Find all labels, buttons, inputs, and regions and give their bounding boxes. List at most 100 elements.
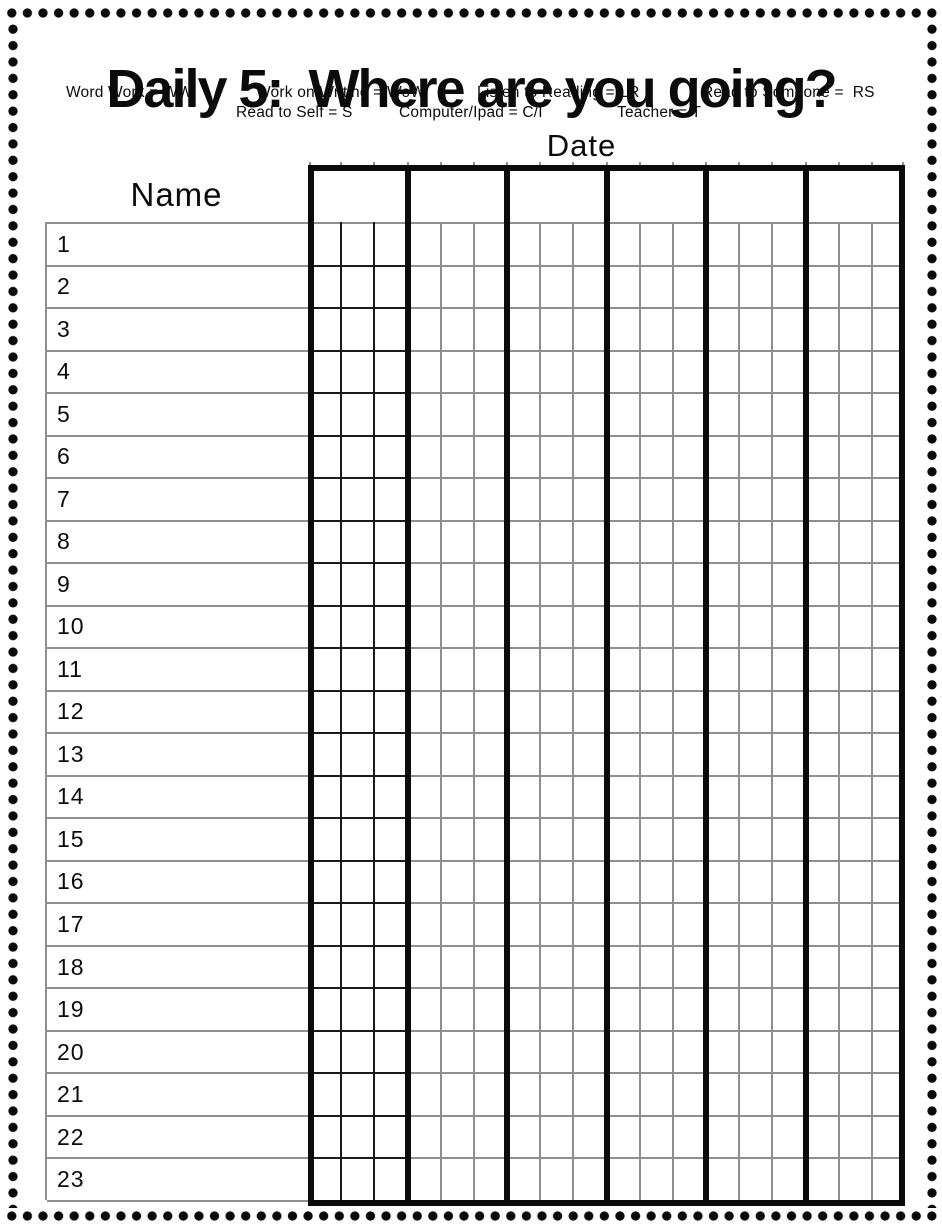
row-line-dark bbox=[308, 1072, 408, 1075]
border-tick bbox=[373, 162, 376, 165]
row-number: 7 bbox=[57, 485, 71, 512]
name-row: 13 bbox=[47, 734, 308, 777]
row-number: 22 bbox=[57, 1123, 85, 1150]
subcolumn-line bbox=[340, 222, 343, 1200]
row-number: 20 bbox=[57, 1038, 85, 1065]
row-line-dark bbox=[308, 604, 408, 607]
name-column: 1 2 3 4 5 6 7 8 9 10 11 12 13 14 15 16 17 18 19 20 21 22 23 bbox=[45, 222, 308, 1202]
row-number: 3 bbox=[57, 315, 71, 342]
row-number: 12 bbox=[57, 698, 85, 725]
row-line-dark bbox=[308, 647, 408, 650]
date-column-border bbox=[899, 165, 905, 1206]
subcolumn-line bbox=[638, 222, 641, 1200]
border-tick bbox=[837, 162, 840, 165]
name-row: 18 bbox=[47, 947, 308, 990]
legend-teacher: Teacher = T bbox=[617, 104, 702, 121]
date-column-border bbox=[404, 165, 411, 1206]
subcolumn-line bbox=[771, 222, 774, 1200]
row-number: 21 bbox=[57, 1081, 85, 1108]
row-number: 15 bbox=[57, 825, 85, 852]
date-header-label: Date bbox=[546, 128, 617, 163]
name-row: 4 bbox=[47, 352, 308, 395]
name-row: 7 bbox=[47, 479, 308, 522]
border-tick bbox=[738, 162, 741, 165]
legend-computer-ipad: Computer/Ipad = C/I bbox=[399, 104, 543, 121]
row-number: 23 bbox=[57, 1166, 85, 1193]
border-tick bbox=[605, 162, 608, 165]
date-column-border bbox=[504, 165, 510, 1206]
border-tick bbox=[472, 162, 475, 165]
row-line-dark bbox=[308, 987, 408, 990]
row-line-dark bbox=[308, 1114, 408, 1117]
row-line-dark bbox=[308, 434, 408, 437]
date-column-border bbox=[603, 165, 610, 1206]
legend-listen-to-reading: Listen to Reading = LR bbox=[477, 84, 640, 101]
name-row: 19 bbox=[47, 989, 308, 1032]
row-line-dark bbox=[308, 477, 408, 480]
row-number: 13 bbox=[57, 740, 85, 767]
row-line-dark bbox=[308, 774, 408, 777]
date-column-border bbox=[308, 165, 314, 1206]
row-number: 4 bbox=[57, 358, 71, 385]
date-column-border bbox=[703, 165, 709, 1206]
border-tick bbox=[771, 162, 774, 165]
border-tick bbox=[340, 162, 343, 165]
row-number: 8 bbox=[57, 528, 71, 555]
row-number: 17 bbox=[57, 911, 85, 937]
row-number: 16 bbox=[57, 868, 85, 895]
row-number: 2 bbox=[57, 273, 71, 300]
name-row: 17 bbox=[47, 904, 308, 947]
row-number: 10 bbox=[57, 613, 85, 640]
polka-dot-border-left bbox=[6, 21, 20, 1208]
legend-work-on-writing: Work on Writing = WoW bbox=[256, 84, 426, 101]
row-line-dark bbox=[308, 307, 408, 310]
legend-read-to-someone: Read to Someone = RS bbox=[702, 84, 875, 101]
border-tick bbox=[638, 162, 641, 165]
name-row: 12 bbox=[47, 692, 308, 735]
row-number: 11 bbox=[57, 655, 83, 682]
border-tick bbox=[309, 162, 311, 165]
row-line-dark bbox=[308, 562, 408, 565]
legend-word-work: Word Work = WW bbox=[66, 84, 193, 101]
row-number: 19 bbox=[57, 996, 85, 1023]
row-number: 6 bbox=[57, 443, 71, 470]
row-line-dark bbox=[308, 859, 408, 862]
subcolumn-line bbox=[373, 222, 376, 1200]
name-row: 2 bbox=[47, 267, 308, 310]
name-row: 11 bbox=[47, 649, 308, 692]
row-number: 18 bbox=[57, 953, 85, 980]
subcolumn-line bbox=[472, 222, 475, 1200]
border-tick bbox=[539, 162, 542, 165]
border-tick bbox=[870, 162, 873, 165]
row-line-dark bbox=[308, 732, 408, 735]
border-tick bbox=[572, 162, 575, 165]
subcolumn-line bbox=[671, 222, 674, 1200]
polka-dot-border-right bbox=[925, 21, 939, 1208]
border-tick bbox=[406, 162, 409, 165]
date-grid bbox=[308, 162, 905, 1206]
row-line-dark bbox=[308, 944, 408, 947]
row-line-dark bbox=[308, 902, 408, 905]
name-row: 1 bbox=[47, 224, 308, 267]
polka-dot-border-bottom bbox=[4, 1209, 939, 1223]
subcolumn-line bbox=[837, 222, 840, 1200]
border-tick bbox=[439, 162, 442, 165]
row-number: 5 bbox=[57, 400, 71, 427]
name-row: 16 bbox=[47, 862, 308, 905]
name-row: 9 bbox=[47, 564, 308, 607]
subcolumn-line bbox=[738, 222, 741, 1200]
row-line-dark bbox=[308, 1157, 408, 1160]
border-tick bbox=[705, 162, 707, 165]
border-tick bbox=[506, 162, 508, 165]
row-number: 9 bbox=[57, 570, 71, 597]
name-row: 10 bbox=[47, 607, 308, 650]
name-row: 20 bbox=[47, 1032, 308, 1075]
legend-read-to-self: Read to Self = S bbox=[236, 104, 353, 121]
subcolumn-line bbox=[572, 222, 575, 1200]
name-row: 22 bbox=[47, 1117, 308, 1160]
subcolumn-line bbox=[439, 222, 442, 1200]
name-row: 14 bbox=[47, 777, 308, 820]
name-row: 23 bbox=[47, 1159, 308, 1202]
name-row: 3 bbox=[47, 309, 308, 352]
